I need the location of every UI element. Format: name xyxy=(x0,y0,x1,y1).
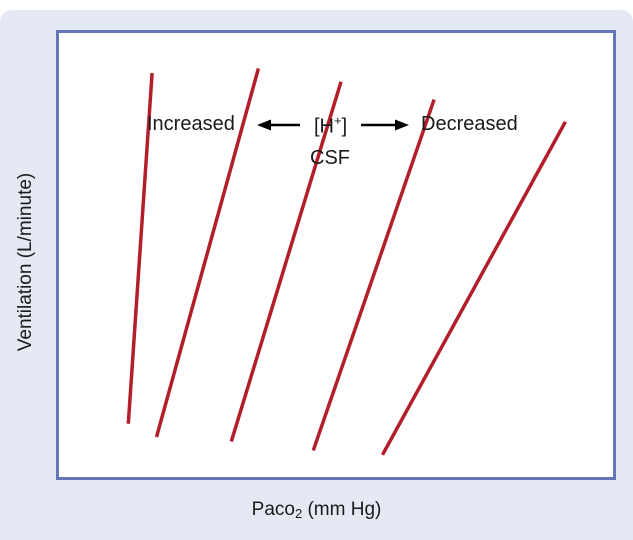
annotation-arrows xyxy=(257,119,409,131)
annotation-increased: Increased xyxy=(147,113,235,135)
annotation-csf: CSF xyxy=(310,147,350,169)
right-arrow-head xyxy=(395,119,409,131)
x-axis-label-main: Paco xyxy=(251,499,295,520)
series-line-3 xyxy=(229,81,343,443)
series-line-5 xyxy=(380,120,567,456)
series-line-2 xyxy=(154,68,261,438)
x-axis-label: Paco2 (mm Hg) xyxy=(0,499,633,521)
annotation-h-ion: [H+] xyxy=(314,113,347,139)
x-axis-label-sub: 2 xyxy=(294,506,303,521)
series-layer xyxy=(126,68,567,456)
annotation-h-ion-text: [H xyxy=(314,115,334,138)
left-arrow-head xyxy=(257,119,271,131)
annotation-h-ion-sup: + xyxy=(334,113,342,128)
annotation-decreased: Decreased xyxy=(421,113,518,135)
series-line-4 xyxy=(311,99,436,451)
annotation-h-ion-close: ] xyxy=(341,115,348,138)
series-line-1 xyxy=(126,72,154,424)
x-axis-label-unit: (mm Hg) xyxy=(302,499,382,520)
